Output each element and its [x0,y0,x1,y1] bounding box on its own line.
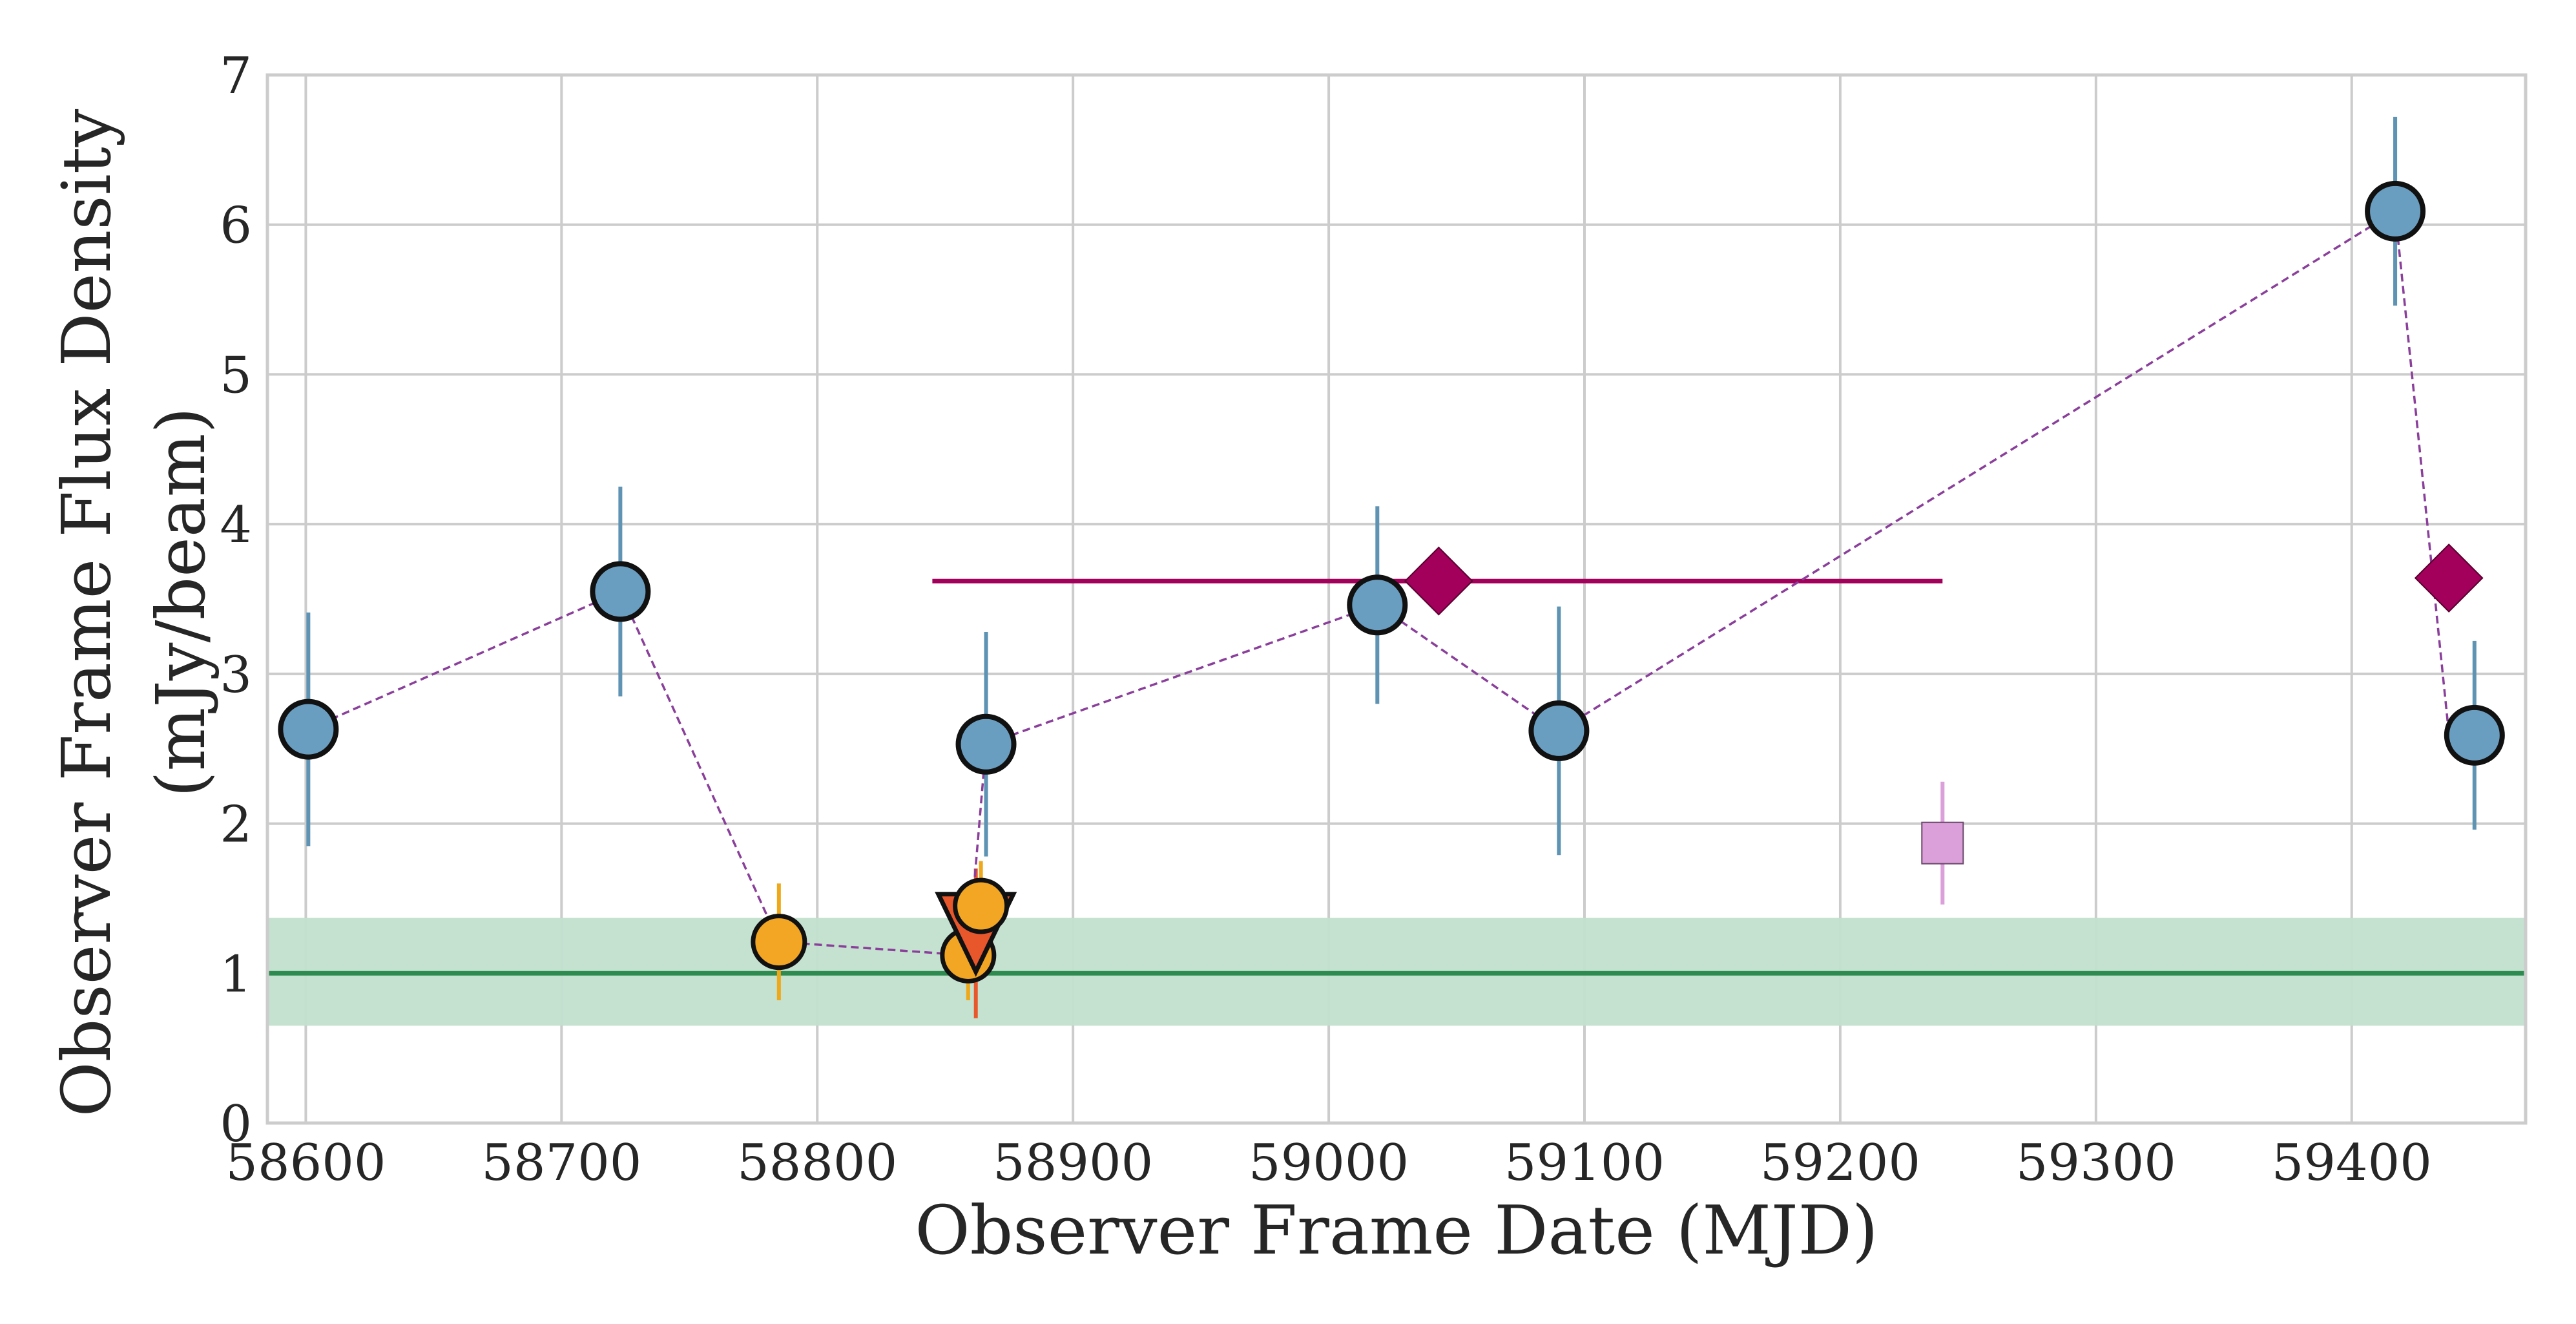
blue-point [2444,704,2505,766]
x-tick-label: 59400 [2272,1134,2432,1192]
y-tick-label: 0 [220,1095,252,1153]
y-tick-label: 2 [220,796,252,854]
blue-point [278,699,339,760]
x-tick-label: 59000 [1249,1134,1409,1192]
noise-band [267,918,2526,1026]
y-tick-label: 6 [220,197,252,255]
square-point [1921,821,1964,865]
y-tick-labels: 0 1 2 3 4 5 6 7 [220,47,252,1153]
y-tick-label: 1 [220,945,252,1004]
x-tick-label: 59200 [1760,1134,1920,1192]
y-axis-label-line-1: Observer Frame Flux Density [47,109,126,1117]
data-markers [278,180,2505,983]
y-tick-label: 7 [220,47,252,105]
dashed-series-line [307,209,2450,957]
y-axis-label-line-2: (mJy/beam) [141,407,220,797]
x-tick-labels: 58600 58700 58800 58900 59000 59100 59200 59300… [225,1134,2432,1192]
orange-point [751,914,807,971]
x-tick-label: 58700 [481,1134,641,1192]
x-tick-label: 58800 [737,1134,897,1192]
x-tick-label: 59100 [1504,1134,1665,1192]
plot-frame [265,73,2528,1125]
blue-point [1528,700,1590,761]
x-tick-label: 59300 [2016,1134,2176,1192]
y-axis-label: Observer Frame Flux Density (mJy/beam) [47,88,220,1117]
diamond-point [2414,543,2484,613]
y-tick-label: 3 [220,646,252,704]
orange-point [953,877,1010,934]
y-tick-label: 5 [220,346,252,405]
x-tick-label: 58600 [225,1134,386,1192]
blue-point [1347,574,1408,636]
x-tick-label: 58900 [993,1134,1153,1192]
blue-point [955,713,1017,775]
blue-point [2365,180,2426,242]
blue-point [590,561,651,622]
x-axis-label: Observer Frame Date (MJD) [915,1191,1878,1270]
y-tick-label: 4 [220,496,252,554]
diamond-point [1404,546,1473,616]
dashed-connecting-line [307,209,2450,957]
